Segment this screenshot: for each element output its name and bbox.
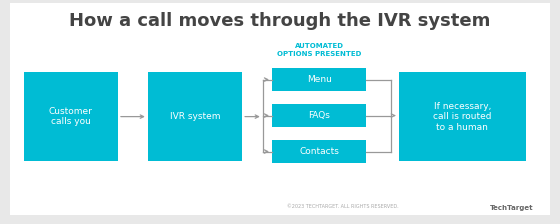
Point bbox=[388, 78, 394, 81]
Text: If necessary,
call is routed
to a human: If necessary, call is routed to a human bbox=[433, 102, 492, 131]
Point bbox=[363, 114, 370, 117]
Point bbox=[388, 150, 394, 153]
Point bbox=[269, 78, 276, 81]
Point bbox=[259, 150, 266, 153]
Point bbox=[363, 150, 370, 153]
Bar bbox=[148, 72, 242, 161]
Text: FAQs: FAQs bbox=[308, 111, 330, 120]
Point bbox=[388, 150, 394, 153]
Point bbox=[363, 78, 370, 81]
Point bbox=[269, 150, 276, 153]
Text: IVR system: IVR system bbox=[170, 112, 220, 121]
Point bbox=[259, 78, 266, 81]
Text: How a call moves through the IVR system: How a call moves through the IVR system bbox=[69, 12, 491, 30]
Bar bbox=[24, 72, 118, 161]
Point bbox=[388, 114, 394, 117]
Point bbox=[259, 114, 266, 117]
Point bbox=[259, 78, 266, 81]
Text: ©2023 TECHTARGET. ALL RIGHTS RESERVED.: ©2023 TECHTARGET. ALL RIGHTS RESERVED. bbox=[287, 204, 399, 209]
Bar bbox=[399, 72, 526, 161]
Point bbox=[259, 150, 266, 153]
Bar bbox=[272, 140, 366, 163]
Point bbox=[269, 114, 276, 117]
Text: TechTarget: TechTarget bbox=[490, 205, 534, 211]
Text: AUTOMATED
OPTIONS PRESENTED: AUTOMATED OPTIONS PRESENTED bbox=[277, 43, 362, 57]
Text: Contacts: Contacts bbox=[299, 147, 339, 156]
Text: Menu: Menu bbox=[307, 75, 332, 84]
Text: Customer
calls you: Customer calls you bbox=[49, 107, 93, 126]
Bar bbox=[272, 104, 366, 127]
Bar bbox=[272, 68, 366, 91]
Point bbox=[388, 78, 394, 81]
